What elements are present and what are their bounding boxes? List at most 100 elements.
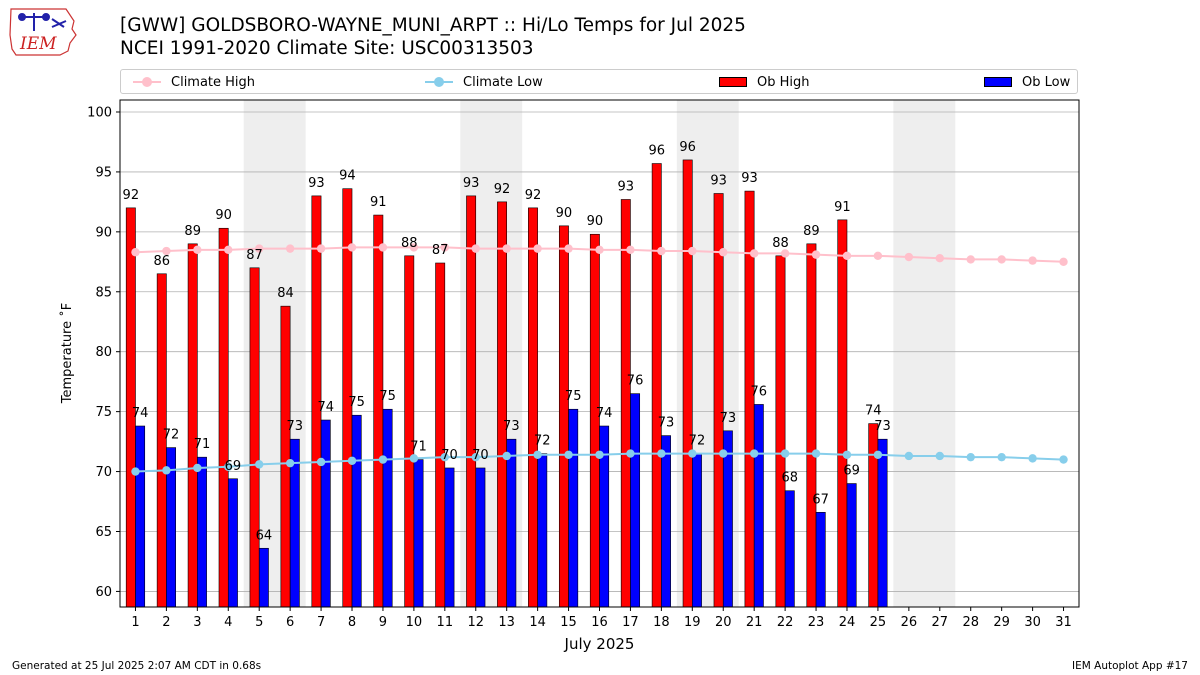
ob-low-bar: [351, 414, 362, 608]
ob-low-label: 74: [132, 406, 149, 421]
climate-low-point: [285, 458, 295, 468]
x-tick-label: 14: [529, 615, 546, 630]
ob-high-label: 74: [865, 404, 882, 419]
x-tick-label: 19: [684, 615, 701, 630]
legend-item-ob-low: Ob Low: [984, 74, 1070, 90]
legend-item-climate-low: Climate Low: [425, 74, 543, 90]
climate-low-point: [626, 449, 635, 458]
ob-low-bar: [692, 453, 702, 608]
ob-low-label: 64: [256, 528, 273, 543]
climate-low-point: [811, 449, 821, 458]
climate-high-point: [997, 255, 1006, 264]
ob-high-label: 87: [246, 248, 263, 263]
ob-low-bar: [506, 438, 517, 608]
y-tick-label: 70: [95, 465, 112, 480]
ob-high-bar: [682, 159, 693, 608]
bars: [125, 159, 888, 608]
ob-low-bar: [753, 404, 764, 608]
x-tick-label: 11: [437, 615, 454, 630]
x-tick-label: 3: [193, 615, 201, 630]
climate-low-point: [780, 449, 790, 458]
climate-high-point: [564, 244, 573, 253]
climate-high-point: [471, 244, 480, 253]
ob-high-label: 92: [123, 188, 140, 203]
logo-text: IEM: [19, 34, 57, 54]
climate-low-point: [1028, 454, 1037, 463]
x-tick-label: 13: [498, 615, 515, 630]
ob-high-bar: [651, 163, 662, 608]
x-tick-label: 24: [839, 615, 856, 630]
ob-low-swatch-icon: [984, 77, 1012, 87]
climate-low-point: [842, 450, 852, 459]
ob-low-bar: [568, 408, 579, 608]
ob-high-bar: [558, 225, 569, 608]
climate-high-point: [749, 249, 759, 258]
climate-low-point: [564, 450, 573, 459]
ob-high-swatch-icon: [719, 77, 747, 87]
ob-high-label: 89: [803, 224, 820, 239]
legend-label-climate-low: Climate Low: [463, 74, 543, 90]
x-tick-label: 29: [993, 615, 1010, 630]
ob-high-label: 91: [834, 200, 851, 215]
ob-high-label: 92: [525, 188, 542, 203]
ob-low-label: 70: [472, 448, 489, 463]
climate-low-point: [502, 451, 511, 461]
legend-item-climate-high: Climate High: [133, 74, 255, 90]
climate-low-point: [935, 451, 944, 461]
climate-high-point: [966, 255, 975, 264]
legend-label-ob-low: Ob Low: [1022, 74, 1071, 90]
climate-high-point: [316, 244, 326, 253]
climate-low-point: [440, 452, 450, 462]
x-tick-label: 7: [317, 615, 325, 630]
title-line-2: NCEI 1991-2020 Climate Site: USC00313503: [120, 38, 534, 59]
x-tick-label: 28: [962, 615, 979, 630]
ob-low-label: 75: [565, 389, 582, 404]
y-tick-label: 100: [87, 105, 112, 120]
ob-high-label: 90: [587, 214, 604, 229]
x-tick-label: 15: [560, 615, 577, 630]
legend-label-climate-high: Climate High: [171, 74, 256, 90]
ob-high-bar: [280, 305, 291, 608]
ob-high-label: 93: [618, 179, 635, 194]
ob-high-label: 86: [153, 254, 170, 269]
climate-low-point: [533, 450, 542, 459]
iem-logo: IEM: [9, 8, 77, 56]
ob-high-label: 88: [772, 236, 789, 251]
climate-low-point: [904, 451, 914, 461]
ob-high-bar: [373, 214, 384, 608]
climate-high-point: [904, 252, 914, 262]
ob-high-label: 87: [432, 243, 449, 258]
x-tick-label: 4: [224, 615, 232, 630]
x-tick-label: 10: [406, 615, 423, 630]
ob-high-label: 90: [556, 206, 573, 221]
climate-low-point: [997, 452, 1006, 462]
legend: Climate High Climate Low Ob High Ob Low: [120, 69, 1078, 94]
ob-low-bar: [846, 483, 857, 608]
climate-low-point: [873, 450, 883, 459]
x-tick-label: 26: [901, 615, 918, 630]
ob-low-bar: [661, 435, 671, 608]
ob-low-bar: [413, 459, 424, 608]
ob-high-bar: [435, 262, 446, 608]
ob-high-label: 93: [741, 171, 758, 186]
ob-low-label: 75: [348, 395, 365, 410]
climate-high-point: [935, 254, 944, 263]
climate-high-point: [811, 250, 821, 259]
climate-high-point: [873, 251, 883, 261]
ob-high-bar: [775, 255, 786, 608]
ob-high-label: 88: [401, 236, 418, 251]
ob-low-label: 74: [596, 406, 613, 421]
x-tick-label: 5: [255, 615, 263, 630]
ob-low-label: 72: [689, 434, 706, 449]
x-tick-label: 9: [379, 615, 387, 630]
y-tick-label: 95: [95, 165, 112, 180]
climate-high-point: [378, 243, 388, 252]
climate-low-point: [316, 457, 326, 467]
ob-low-bar: [382, 408, 393, 608]
ob-high-label: 91: [370, 195, 387, 210]
ob-low-label: 73: [503, 419, 520, 434]
ob-low-label: 67: [812, 492, 829, 507]
ob-low-label: 72: [534, 434, 551, 449]
climate-high-point: [347, 243, 357, 252]
climate-high-point: [502, 244, 511, 253]
